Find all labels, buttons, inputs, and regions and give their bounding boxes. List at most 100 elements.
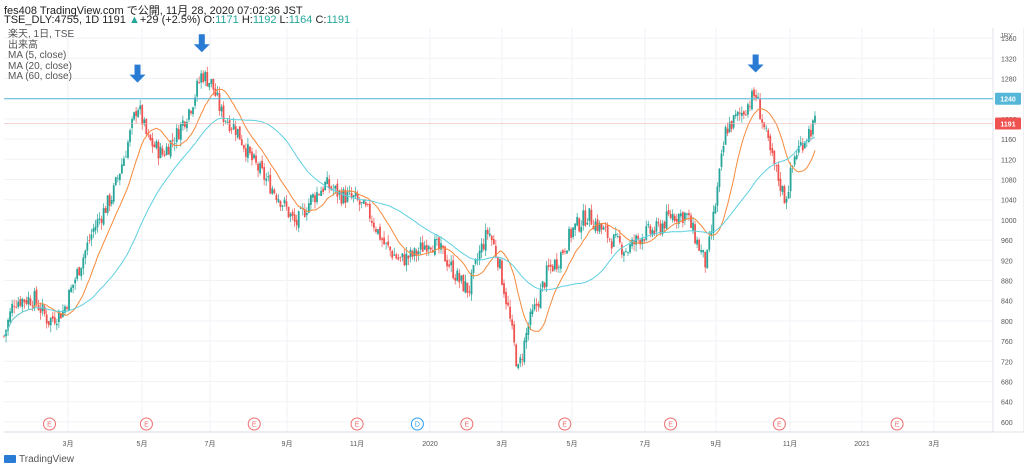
down-arrow-icon [747,54,764,73]
candle-body [112,185,115,202]
candle-body [612,234,615,247]
candle-body [149,134,152,141]
candle-body [669,214,672,219]
candle-body [423,245,426,250]
candle-body [303,209,306,217]
event-marker[interactable] [410,417,424,431]
tradingview-logo[interactable]: TradingView [4,454,74,465]
event-marker[interactable] [350,417,364,431]
candle-body [57,310,60,323]
event-marker[interactable] [139,417,153,431]
candle-body [145,119,148,135]
legend-symbol[interactable]: 楽天, 1日, TSE [8,29,75,40]
legend-ma20[interactable]: MA (20, close) [8,60,72,72]
candle-body [409,249,412,257]
candle-body [580,226,583,233]
candle-body [600,224,603,230]
candle-body [165,146,168,155]
candle-body [307,203,310,213]
candle-body [35,289,38,304]
candle-body [783,186,786,204]
candle-body [702,249,705,253]
candle-body [53,317,56,324]
candle-body [297,211,300,228]
y-tick-label: 1000 [1001,218,1017,225]
event-marker[interactable] [772,417,786,431]
candle-body [153,144,156,148]
candle-body [368,203,371,219]
event-marker[interactable] [890,417,904,431]
candle-body [265,178,268,181]
candle-body [781,185,784,193]
candle-body [519,357,522,364]
candle-body [314,195,316,203]
candle-body [503,283,505,295]
candle-body [692,222,694,231]
candle-body [777,164,780,181]
candle-body [334,185,337,189]
legend-volume[interactable]: 出来高 [8,39,38,51]
candle-body [478,250,481,261]
candle-body [60,313,62,319]
candle-body [545,265,548,287]
candle-body [151,137,154,147]
candle-body [690,215,692,229]
candle-body [535,303,538,306]
candle-body [620,244,623,255]
resistance-price-tag [995,92,1021,105]
candle-body [584,210,587,226]
legend-ma60[interactable]: MA (60, close) [8,71,72,82]
x-tick-label: 3月 [63,440,74,448]
legend-ma5[interactable]: MA (5, close) [8,50,67,61]
candle-body [326,177,329,185]
candle-body [405,253,408,266]
event-marker[interactable] [460,417,474,431]
candle-body [200,73,203,83]
candle-body [462,275,465,292]
candle-body [407,255,410,259]
candle-body [659,223,662,234]
up-triangle-icon: ▲ [128,14,140,26]
x-tick-label: 3月 [497,440,508,448]
event-marker[interactable] [42,417,56,431]
candle-body [202,73,205,83]
event-marker[interactable] [558,417,572,431]
candle-body [206,72,209,87]
candle-body [661,223,664,235]
candle-body [801,143,804,151]
candle-body [775,165,778,167]
event-marker-label: E [895,422,900,429]
candle-body [360,202,363,204]
candle-body [267,176,270,178]
symbol-label[interactable]: TSE_DLY:4755, 1D [4,14,100,26]
candle-body [228,119,231,132]
candle-body [55,323,58,326]
event-marker-label: E [465,422,470,429]
candle-body [555,259,558,270]
event-marker[interactable] [247,417,261,431]
candle-body [787,191,790,199]
candle-body [643,239,646,241]
candle-body [320,190,322,196]
event-marker[interactable] [664,417,678,431]
candle-body [655,221,658,232]
candle-body [602,227,605,230]
candle-body [694,224,696,244]
candle-body [527,325,530,335]
candle-body [399,257,402,258]
candle-body [70,287,72,293]
candle-body [525,332,528,343]
candle-body [803,142,806,149]
candle-body [49,317,52,326]
candle-body [242,145,245,149]
candle-body [675,218,678,222]
candle-body [433,238,436,255]
candle-body [94,226,97,231]
price-scale-panel[interactable] [992,19,1024,433]
candle-body [186,121,188,129]
footer: TradingView [0,452,1024,471]
candle-body [515,344,518,367]
candle-body [492,239,495,245]
candle-body [604,226,607,228]
